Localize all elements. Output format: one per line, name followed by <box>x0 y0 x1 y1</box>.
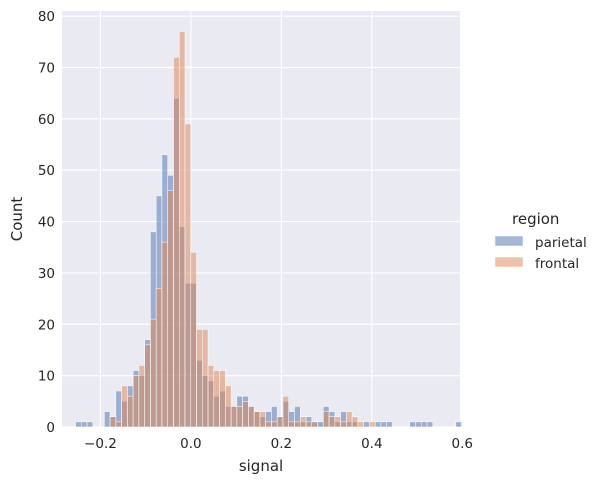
bar-frontal-47 <box>346 411 353 428</box>
bar-frontal-21 <box>196 329 203 428</box>
legend: region parietal frontal <box>494 210 587 272</box>
bar-frontal-38 <box>294 421 301 428</box>
bar-frontal-14 <box>155 288 163 428</box>
bar-parietal-61 <box>426 421 434 428</box>
bar-frontal-13 <box>150 318 157 428</box>
bar-frontal-25 <box>219 370 226 428</box>
x-tick-label-4: 0.6 <box>452 436 473 452</box>
y-tick-label-4: 40 <box>38 215 55 231</box>
bar-parietal-66 <box>455 421 462 428</box>
bar-frontal-49 <box>357 421 364 428</box>
legend-title: region <box>512 210 559 228</box>
bar-parietal-5 <box>104 411 111 428</box>
bar-frontal-6 <box>109 416 117 428</box>
x-axis-label: signal <box>239 457 283 475</box>
bar-frontal-48 <box>351 416 359 428</box>
bar-frontal-33 <box>265 421 272 428</box>
x-tick-label-2: 0.2 <box>271 436 292 452</box>
gridlines <box>62 11 463 428</box>
y-tick-label-7: 70 <box>38 60 55 76</box>
legend-label-frontal: frontal <box>535 256 579 272</box>
y-tick-label-8: 80 <box>38 9 55 25</box>
bar-frontal-43 <box>323 411 330 428</box>
bar-frontal-31 <box>253 411 261 428</box>
bar-frontal-46 <box>340 421 347 428</box>
bar-parietal-52 <box>374 421 382 428</box>
bar-frontal-8 <box>121 385 128 428</box>
bar-frontal-11 <box>138 365 145 428</box>
plot-background <box>62 11 460 427</box>
legend-label-parietal: parietal <box>535 235 587 251</box>
bar-frontal-18 <box>178 31 186 428</box>
legend-swatch-frontal <box>494 256 524 268</box>
bar-frontal-26 <box>225 385 232 428</box>
bar-frontal-32 <box>259 411 266 428</box>
bar-frontal-23 <box>207 365 215 428</box>
y-tick-label-0: 0 <box>46 420 55 436</box>
bar-frontal-34 <box>271 421 278 428</box>
y-tick-label-1: 10 <box>38 369 55 385</box>
bar-parietal-7 <box>115 390 122 428</box>
x-tick-label-3: 0.4 <box>361 436 382 452</box>
bar-frontal-44 <box>328 416 336 428</box>
bar-parietal-2 <box>86 421 94 428</box>
bar-parietal-0 <box>75 421 82 428</box>
bar-parietal-54 <box>386 421 393 428</box>
y-tick-label-5: 50 <box>38 163 55 179</box>
bar-frontal-27 <box>230 406 238 428</box>
bar-parietal-42 <box>317 421 324 428</box>
bar-frontal-19 <box>184 123 192 428</box>
bar-frontal-35 <box>276 416 284 428</box>
bar-frontal-22 <box>202 329 209 428</box>
x-tick-label-0: −0.2 <box>84 436 117 452</box>
y-tick-label-6: 60 <box>38 112 55 128</box>
bar-frontal-12 <box>144 344 151 428</box>
bar-frontal-29 <box>242 401 249 428</box>
legend-swatch-parietal <box>494 235 524 247</box>
y-tick-labels: 0 10 20 30 40 50 60 70 80 <box>38 9 55 436</box>
y-tick-label-2: 20 <box>38 317 55 333</box>
bar-parietal-53 <box>380 421 387 428</box>
bar-frontal-51 <box>369 421 376 428</box>
bar-frontal-15 <box>161 241 168 428</box>
bar-frontal-39 <box>299 416 307 428</box>
bar-frontal-7 <box>115 421 122 428</box>
bar-frontal-16 <box>167 190 174 428</box>
bar-parietal-1 <box>81 421 88 428</box>
bar-frontal-45 <box>334 416 341 428</box>
bar-frontal-10 <box>132 375 140 428</box>
x-tick-labels: −0.2 0.0 0.2 0.4 0.6 <box>84 436 473 452</box>
series-frontal-bars <box>109 31 376 428</box>
bar-parietal-60 <box>420 421 428 428</box>
bar-parietal-59 <box>415 421 422 428</box>
bar-frontal-28 <box>236 406 243 428</box>
bar-parietal-58 <box>409 421 416 428</box>
bar-frontal-9 <box>127 395 134 428</box>
bar-frontal-40 <box>305 421 313 428</box>
bar-frontal-17 <box>173 56 180 428</box>
y-axis-label: Count <box>8 197 26 242</box>
bar-frontal-30 <box>248 406 255 428</box>
y-tick-label-3: 30 <box>38 266 55 282</box>
x-tick-label-1: 0.0 <box>180 436 201 452</box>
bar-frontal-24 <box>213 370 220 428</box>
bar-frontal-41 <box>311 421 318 428</box>
bar-frontal-36 <box>282 395 289 428</box>
bar-frontal-20 <box>190 252 197 428</box>
bar-frontal-37 <box>288 421 295 428</box>
bar-parietal-50 <box>363 421 370 428</box>
